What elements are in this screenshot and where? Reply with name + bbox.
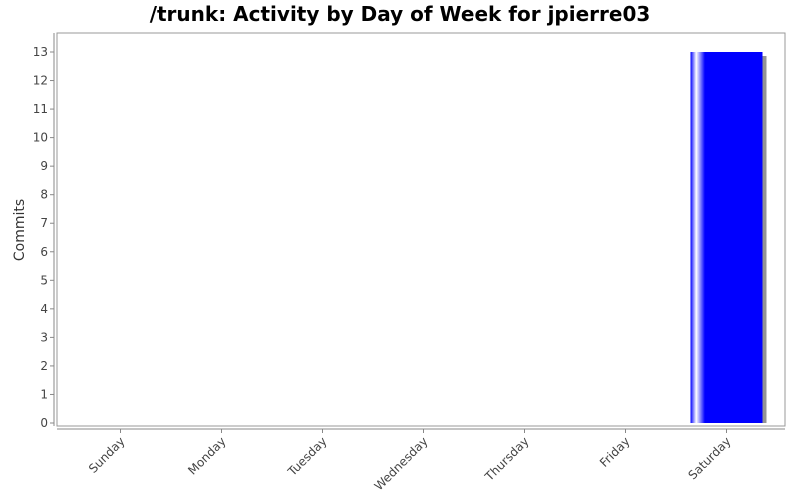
y-tick-label: 11 (33, 102, 48, 116)
y-tick-label: 13 (33, 45, 48, 59)
y-tick-label: 2 (40, 359, 48, 373)
y-tick-label: 6 (40, 245, 48, 259)
y-tick-label: 8 (40, 188, 48, 202)
x-tick-label: Thursday (482, 434, 532, 484)
x-tick-label: Sunday (86, 434, 128, 476)
plot-area (56, 32, 786, 427)
y-tick-label: 3 (40, 330, 48, 344)
y-tick-label: 9 (40, 159, 48, 173)
y-tick-label: 10 (33, 131, 48, 145)
y-tick-label: 4 (40, 302, 48, 316)
chart-title: /trunk: Activity by Day of Week for jpie… (149, 2, 651, 26)
y-tick-label: 7 (40, 216, 48, 230)
y-tick-label: 5 (40, 273, 48, 287)
y-tick-label: 0 (40, 416, 48, 430)
y-axis-title: Commits (12, 199, 28, 261)
bars (690, 52, 767, 423)
x-tick-label: Tuesday (284, 434, 329, 479)
y-tick-label: 12 (33, 74, 48, 88)
x-axis: Sunday Monday Tuesday Wednesday Thursday Frid… (57, 428, 785, 493)
x-tick-label: Friday (597, 434, 633, 470)
x-tick-label: Saturday (685, 434, 733, 482)
bar-saturday (690, 52, 763, 423)
x-tick-label: Wednesday (372, 434, 431, 493)
x-tick-label: Monday (185, 434, 228, 477)
y-tick-label: 1 (40, 387, 48, 401)
plot-frame (56, 32, 786, 427)
